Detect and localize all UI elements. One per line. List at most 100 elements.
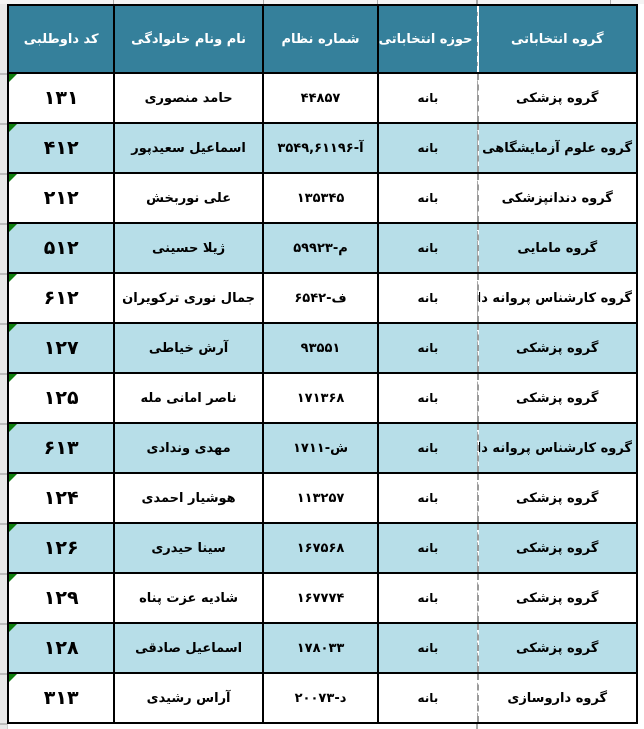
cell-code[interactable]: ۱۲۴ [6, 472, 116, 524]
gridline-tick [610, 0, 611, 4]
cell-name[interactable]: مهدی وندادی [113, 422, 264, 474]
cell-name[interactable]: هوشیار احمدی [113, 472, 264, 524]
green-triangle-icon [10, 175, 17, 182]
cell-group[interactable]: گروه کارشناس پروانه دار [476, 422, 638, 474]
cell-code[interactable]: ۶۱۳ [6, 422, 116, 474]
cell-code[interactable]: ۱۳۱ [6, 72, 116, 124]
cell-code[interactable]: ۱۲۷ [6, 322, 116, 374]
cell-name[interactable]: آرش خیاطی [113, 322, 264, 374]
code-value: ۵۱۲ [43, 237, 79, 259]
green-triangle-icon [10, 475, 17, 482]
cell-code[interactable]: ۶۱۲ [6, 272, 116, 324]
cell-group[interactable]: گروه پزشکی [476, 372, 638, 424]
green-triangle-icon [10, 675, 17, 682]
cell-district[interactable]: بانه [377, 172, 479, 224]
cell-group[interactable]: گروه دندانپزشکی [476, 172, 638, 224]
table-row: گروه پزشکی بانه ۴۴۸۵۷ حامد منصوری ۱۳۱ [6, 72, 638, 124]
cell-group[interactable]: گروه علوم آزمایشگاهی [476, 122, 638, 174]
cell-district[interactable]: بانه [377, 372, 479, 424]
cell-district[interactable]: بانه [377, 622, 479, 674]
header-electoral-group[interactable]: گروه انتخاباتی [476, 4, 638, 74]
table-row: گروه مامایی بانه م-۵۹۹۲۳ ژیلا حسینی ۵۱۲ [6, 222, 638, 274]
cell-district[interactable]: بانه [377, 522, 479, 574]
cell-group[interactable]: گروه پزشکی [476, 72, 638, 124]
green-triangle-icon [10, 125, 17, 132]
cell-district[interactable]: بانه [377, 272, 479, 324]
cell-district[interactable]: بانه [377, 472, 479, 524]
code-value: ۱۲۴ [43, 487, 79, 509]
cell-name[interactable]: علی نوربخش [113, 172, 264, 224]
cell-group[interactable]: گروه پزشکی [476, 572, 638, 624]
gridline-tick [263, 0, 264, 4]
cell-group[interactable]: گروه پزشکی [476, 622, 638, 674]
table-row: گروه پزشکی بانه ۱۶۷۷۷۴ شادیه عزت پناه ۱۲… [6, 572, 638, 624]
cell-name[interactable]: اسماعیل سعیدپور [113, 122, 264, 174]
cell-name[interactable]: اسماعیل صادقی [113, 622, 264, 674]
code-value: ۴۱۲ [43, 137, 79, 159]
cell-number[interactable]: ۱۶۷۷۷۴ [261, 572, 380, 624]
cell-group[interactable]: گروه پزشکی [476, 322, 638, 374]
cell-name[interactable]: سینا حیدری [113, 522, 264, 574]
cell-code[interactable]: ۲۱۲ [6, 172, 116, 224]
cell-group[interactable]: گروه کارشناس پروانه دار [476, 272, 638, 324]
cell-code[interactable]: ۱۲۶ [6, 522, 116, 574]
cell-code[interactable]: ۱۲۸ [6, 622, 116, 674]
code-value: ۱۳۱ [43, 87, 79, 109]
cell-district[interactable]: بانه [377, 422, 479, 474]
cell-name[interactable]: ژیلا حسینی [113, 222, 264, 274]
cell-group[interactable]: گروه مامایی [476, 222, 638, 274]
table-row: گروه علوم آزمایشگاهی بانه آ-۳۵۴۹,۶۱۱۹۶ ا… [6, 122, 638, 174]
green-triangle-icon [10, 225, 17, 232]
cell-group[interactable]: گروه پزشکی [476, 522, 638, 574]
cell-number[interactable]: ۱۷۱۳۶۸ [261, 372, 380, 424]
cell-name[interactable]: حامد منصوری [113, 72, 264, 124]
cell-number[interactable]: ۴۴۸۵۷ [261, 72, 380, 124]
cell-district[interactable]: بانه [377, 572, 479, 624]
header-system-number[interactable]: شماره نظام [261, 4, 380, 74]
cell-code[interactable]: ۴۱۲ [6, 122, 116, 174]
cell-number[interactable]: ۱۱۳۲۵۷ [261, 472, 380, 524]
code-value: ۱۲۶ [43, 537, 79, 559]
green-triangle-icon [10, 625, 17, 632]
cell-name[interactable]: شادیه عزت پناه [113, 572, 264, 624]
table-row: گروه داروسازی بانه د-۲۰۰۷۳ آراس رشیدی ۳۱… [6, 672, 638, 724]
cell-district[interactable]: بانه [377, 222, 479, 274]
green-triangle-icon [10, 275, 17, 282]
cell-group[interactable]: گروه داروسازی [476, 672, 638, 724]
header-electoral-district[interactable]: حوزه انتخاباتی [377, 4, 479, 74]
cell-code[interactable]: ۵۱۲ [6, 222, 116, 274]
cell-district[interactable]: بانه [377, 72, 479, 124]
header-full-name[interactable]: نام ونام خانوادگی [113, 4, 264, 74]
table-row: گروه کارشناس پروانه دار بانه ش-۱۷۱۱ مهدی… [6, 422, 638, 474]
cell-number[interactable]: ۱۷۸۰۳۳ [261, 622, 380, 674]
sheet-top-edge [0, 0, 644, 4]
cell-number[interactable]: ۱۶۷۵۶۸ [261, 522, 380, 574]
code-value: ۱۲۹ [43, 587, 79, 609]
code-value: ۱۲۷ [43, 337, 79, 359]
code-value: ۱۲۸ [43, 637, 79, 659]
cell-number[interactable]: ۹۳۵۵۱ [261, 322, 380, 374]
cell-number[interactable]: د-۲۰۰۷۳ [261, 672, 380, 724]
cell-code[interactable]: ۳۱۳ [6, 672, 116, 724]
table-row: گروه پزشکی بانه ۹۳۵۵۱ آرش خیاطی ۱۲۷ [6, 322, 638, 374]
cell-number[interactable]: ف-۶۵۴۲ [261, 272, 380, 324]
code-value: ۶۱۲ [43, 287, 79, 309]
cell-code[interactable]: ۱۲۵ [6, 372, 116, 424]
cell-name[interactable]: ناصر امانی مله [113, 372, 264, 424]
green-triangle-icon [10, 425, 17, 432]
header-candidacy-code[interactable]: کد داوطلبی [6, 4, 116, 74]
cell-name[interactable]: آراس رشیدی [113, 672, 264, 724]
cell-number[interactable]: ش-۱۷۱۱ [261, 422, 380, 474]
cell-number[interactable]: آ-۳۵۴۹,۶۱۱۹۶ [261, 122, 380, 174]
green-triangle-icon [10, 575, 17, 582]
cell-number[interactable]: ۱۳۵۳۴۵ [261, 172, 380, 224]
green-triangle-icon [10, 75, 17, 82]
cell-district[interactable]: بانه [377, 672, 479, 724]
cell-number[interactable]: م-۵۹۹۲۳ [261, 222, 380, 274]
cell-code[interactable]: ۱۲۹ [6, 572, 116, 624]
cell-district[interactable]: بانه [377, 122, 479, 174]
cell-group[interactable]: گروه پزشکی [476, 472, 638, 524]
cell-name[interactable]: جمال نوری ترکویران [113, 272, 264, 324]
cell-district[interactable]: بانه [377, 322, 479, 374]
